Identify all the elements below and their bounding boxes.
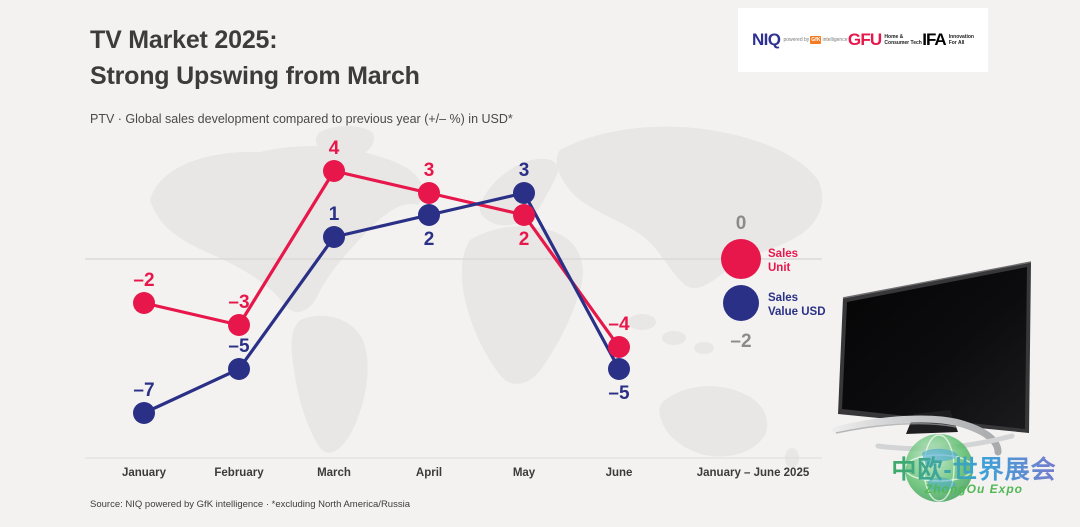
data-point — [228, 358, 250, 380]
data-point-label: 4 — [329, 138, 340, 159]
data-point — [133, 292, 155, 314]
ifa-wordmark: IFA — [922, 30, 946, 49]
data-point — [323, 226, 345, 248]
x-axis-label: May — [513, 467, 536, 479]
niq-logo: NIQ powered by GfK intelligence — [752, 30, 848, 50]
gfu-logo: GFU Home & Consumer Tech — [848, 30, 922, 50]
data-point — [513, 204, 535, 226]
data-point — [418, 204, 440, 226]
x-axis-label: April — [416, 467, 442, 479]
summary-value-label: 0 — [736, 213, 747, 234]
summary-value-label: –2 — [730, 331, 751, 352]
series-line-0 — [142, 169, 621, 349]
x-axis-label: June — [606, 467, 633, 479]
data-point — [608, 358, 630, 380]
x-axis-label: February — [214, 467, 264, 479]
source-note: Source: NIQ powered by GfK intelligence … — [90, 499, 410, 510]
data-point — [418, 182, 440, 204]
niq-wordmark: NIQ — [752, 30, 781, 49]
ifa-logo: IFA Innovation For All — [922, 30, 974, 50]
gfk-badge-icon: GfK — [810, 36, 822, 44]
map-greenland — [315, 126, 375, 160]
data-point-label: 3 — [519, 160, 530, 181]
data-point — [323, 160, 345, 182]
map-island-3 — [694, 342, 714, 354]
tv-graphic — [832, 261, 1032, 456]
data-point-label: –4 — [608, 314, 630, 335]
watermark-subtitle: ZhongOu Expo — [925, 482, 1023, 496]
x-axis-label: March — [317, 467, 351, 479]
chart-subtitle: PTV · Global sales development compared … — [90, 112, 513, 126]
data-point-label: –5 — [228, 336, 250, 357]
x-axis-label-summary: January – June 2025 — [697, 467, 810, 479]
summary-point — [723, 285, 759, 321]
data-point-label: –3 — [228, 292, 249, 313]
map-africa — [461, 226, 583, 384]
page-title-line-2: Strong Upswing from March — [90, 62, 420, 90]
legend-label: Value USD — [768, 306, 826, 318]
legend-label: Sales — [768, 292, 798, 304]
ifa-tagline: Innovation For All — [948, 34, 974, 46]
data-point — [228, 314, 250, 336]
data-point-label: 2 — [519, 229, 530, 250]
summary-point — [721, 239, 761, 279]
data-point-label: 3 — [424, 160, 435, 181]
page-title: TV Market 2025: Strong Upswing from Marc… — [90, 22, 420, 94]
legend-label: Sales — [768, 248, 798, 260]
gfu-tagline: Home & Consumer Tech — [884, 34, 922, 46]
niq-tagline: powered by GfK intelligence — [783, 36, 848, 44]
series-line-1 — [142, 191, 621, 415]
map-island-1 — [628, 314, 656, 330]
x-axis-label: January — [122, 467, 167, 479]
data-point-label: 1 — [329, 204, 340, 225]
tv-stand-shadow — [835, 422, 957, 434]
map-australia — [659, 386, 768, 457]
map-island-2 — [662, 331, 686, 345]
map-north-america — [150, 146, 424, 313]
logo-box: NIQ powered by GfK intelligence GFU Home… — [738, 8, 988, 72]
page-title-line-1: TV Market 2025: — [90, 26, 278, 54]
watermark-title: 中欧-世界展会 — [878, 450, 1070, 486]
data-point-label: –2 — [133, 270, 154, 291]
data-point — [608, 336, 630, 358]
watermark: 中欧-世界展会 ZhongOu Expo — [878, 424, 1070, 524]
gfu-wordmark: GFU — [847, 30, 882, 49]
map-south-america — [291, 315, 368, 453]
tv-screen — [842, 267, 1027, 429]
legend-label: Unit — [768, 262, 791, 274]
data-point — [513, 182, 535, 204]
data-point-label: 2 — [424, 229, 435, 250]
globe-icon — [904, 434, 974, 502]
tv-frame-highlight — [842, 261, 1032, 299]
data-point — [133, 402, 155, 424]
data-point-label: –7 — [133, 380, 154, 401]
data-point-label: –5 — [608, 383, 630, 404]
